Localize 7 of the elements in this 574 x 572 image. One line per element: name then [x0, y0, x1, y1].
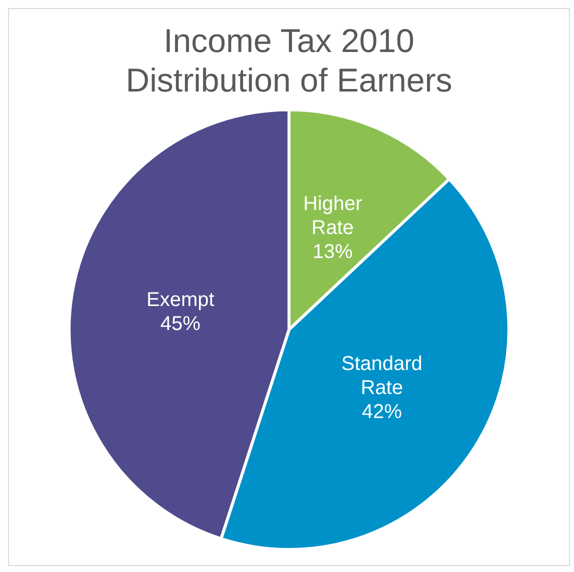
data-label: 45%	[160, 312, 201, 335]
slice-label: Higher Rate	[303, 193, 362, 240]
slice-label: Standard Rate	[341, 353, 422, 400]
chart-title: Income Tax 2010 Distribution of Earners	[126, 22, 452, 98]
data-label: 42%	[362, 401, 402, 424]
slice-label: Exempt	[146, 288, 215, 311]
data-label: 13%	[312, 241, 353, 264]
